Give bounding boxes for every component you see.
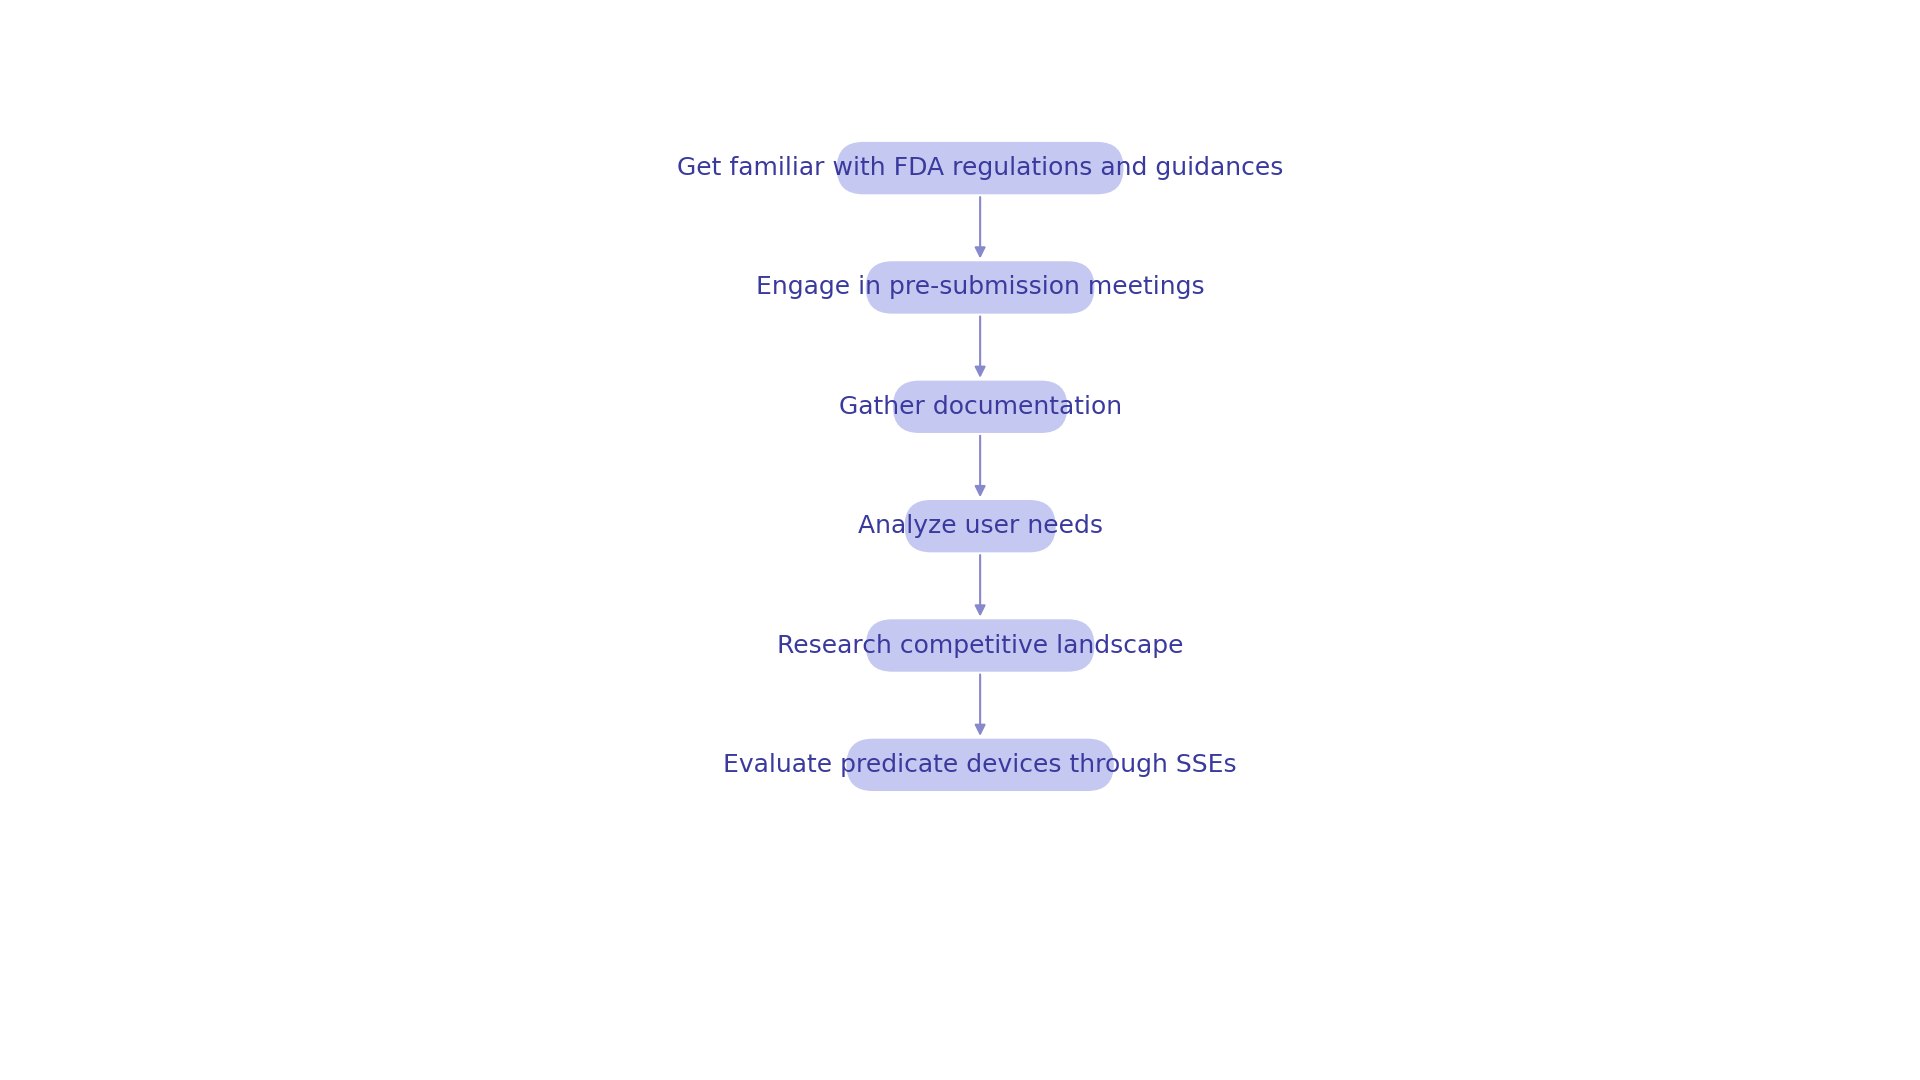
FancyBboxPatch shape <box>847 739 1114 791</box>
Text: Analyze user needs: Analyze user needs <box>858 514 1102 538</box>
FancyBboxPatch shape <box>866 619 1094 672</box>
FancyBboxPatch shape <box>904 500 1056 552</box>
Text: Engage in pre-submission meetings: Engage in pre-submission meetings <box>756 275 1204 299</box>
Text: Gather documentation: Gather documentation <box>839 395 1121 419</box>
Text: Evaluate predicate devices through SSEs: Evaluate predicate devices through SSEs <box>724 753 1236 777</box>
FancyBboxPatch shape <box>866 261 1094 313</box>
Text: Get familiar with FDA regulations and guidances: Get familiar with FDA regulations and gu… <box>678 157 1283 180</box>
FancyBboxPatch shape <box>893 380 1068 433</box>
Text: Research competitive landscape: Research competitive landscape <box>778 634 1183 658</box>
FancyBboxPatch shape <box>837 141 1123 194</box>
